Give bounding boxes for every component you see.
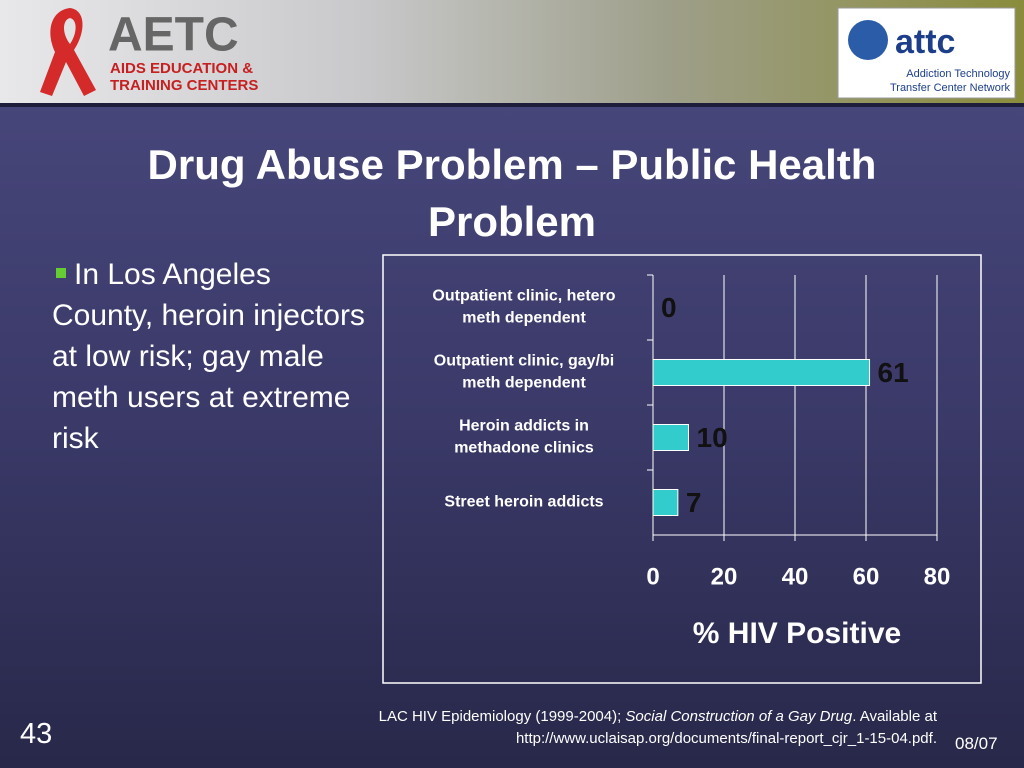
bar <box>652 489 679 516</box>
x-tick-label: 60 <box>853 563 880 590</box>
slide-number: 43 <box>20 718 53 750</box>
y-tick-label: Heroin addicts in <box>459 418 589 435</box>
x-tick-label: 80 <box>924 563 951 590</box>
slide-title: Drug Abuse Problem – Public Health Probl… <box>147 141 877 245</box>
x-axis-label: % HIV Positive <box>693 617 901 650</box>
globe-icon <box>848 20 888 60</box>
value-label: 7 <box>686 487 702 518</box>
y-tick-label: meth dependent <box>462 375 586 392</box>
bullet-marker <box>56 268 66 279</box>
right-logo-name: attc <box>895 23 955 61</box>
chart: 0 20 40 60 80 % HIV Positive Outpatient clinic… <box>382 254 982 684</box>
x-tick-label: 0 <box>646 563 659 590</box>
value-label: 10 <box>697 422 728 453</box>
y-tick-label: Outpatient clinic, gay/bi <box>434 353 614 370</box>
bar <box>652 424 689 451</box>
y-tick-label: meth dependent <box>462 310 586 327</box>
y-tick-label: Outpatient clinic, hetero <box>432 288 615 305</box>
left-logo-line: AIDS EDUCATION & <box>110 60 253 77</box>
logos: AETC AIDS EDUCATION & TRAINING CENTERS a… <box>40 7 1016 99</box>
citation-italic: Social Construction of a Gay Drug <box>625 708 853 725</box>
chart-frame <box>382 254 982 684</box>
citation-text: LAC HIV Epidemiology (1999-2004); <box>378 708 626 725</box>
left-logo-line: TRAINING CENTERS <box>110 77 258 94</box>
value-label: 0 <box>661 292 677 323</box>
citation-text: . Available at <box>852 708 937 725</box>
y-tick-label: methadone clinics <box>454 440 594 457</box>
citation: LAC HIV Epidemiology (1999-2004); Social… <box>237 706 937 750</box>
header: AETC AIDS EDUCATION & TRAINING CENTERS a… <box>0 0 1024 107</box>
bullet-text: In Los Angeles County, heroin injectors … <box>52 258 365 455</box>
x-tick-label: 20 <box>711 563 738 590</box>
right-logo-line: Addiction Technology <box>906 68 1010 80</box>
value-label: 61 <box>878 357 909 388</box>
date: 08/07 <box>955 734 998 753</box>
citation-url: http://www.uclaisap.org/documents/final-… <box>515 730 937 747</box>
x-tick-label: 40 <box>782 563 809 590</box>
y-tick-label: Street heroin addicts <box>444 494 603 511</box>
right-logo-line: Transfer Center Network <box>890 82 1011 94</box>
left-logo-name: AETC <box>108 9 239 62</box>
ribbon-icon <box>40 8 96 96</box>
bullet: In Los Angeles County, heroin injectors … <box>52 254 372 459</box>
bar <box>652 359 871 386</box>
